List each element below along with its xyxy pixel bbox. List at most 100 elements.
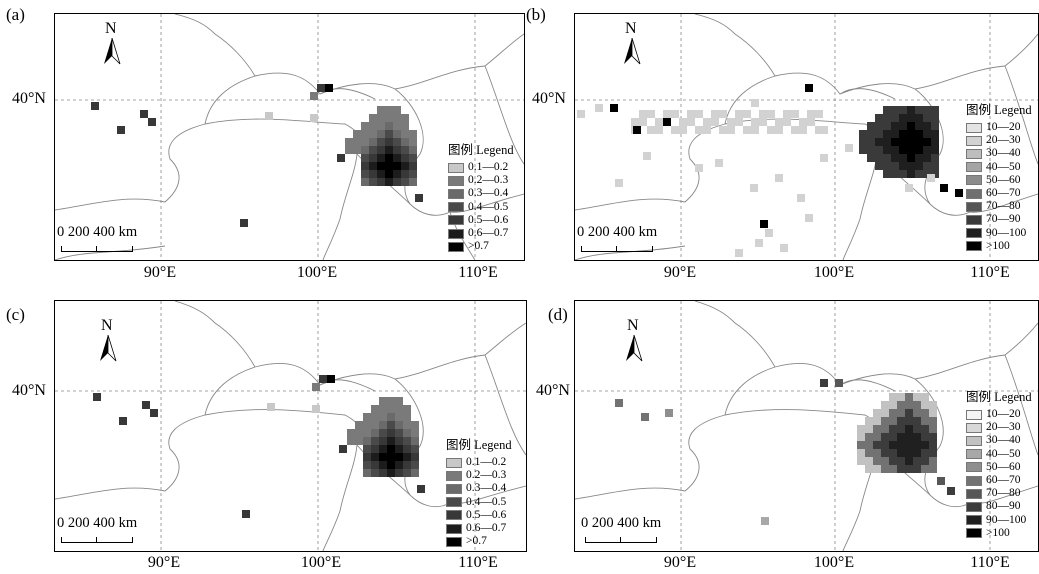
grid-cell bbox=[409, 178, 417, 186]
grid-cell bbox=[403, 453, 411, 461]
grid-cell bbox=[401, 122, 409, 130]
grid-cell bbox=[883, 170, 891, 178]
legend-label: 40—50 bbox=[986, 447, 1021, 460]
grid-cell bbox=[867, 122, 875, 130]
grid-cell bbox=[905, 409, 913, 417]
grid-cell bbox=[639, 110, 647, 118]
legend-item: 30—40 bbox=[966, 434, 1032, 447]
grid-cell bbox=[883, 162, 891, 170]
grid-cell bbox=[369, 170, 377, 178]
grid-cell bbox=[929, 433, 937, 441]
legend-swatch bbox=[448, 241, 464, 252]
legend-label: 0.6—0.7 bbox=[466, 522, 507, 535]
grid-cell bbox=[641, 413, 649, 421]
grid-cell bbox=[889, 417, 897, 425]
legend-item: 10—20 bbox=[966, 121, 1032, 134]
grid-cell bbox=[393, 122, 401, 130]
legend-item: 70—80 bbox=[966, 200, 1032, 213]
legend-swatch bbox=[966, 528, 982, 539]
grid-cell bbox=[905, 449, 913, 457]
grid-cell bbox=[915, 122, 923, 130]
grid-cell bbox=[363, 429, 371, 437]
grid-cell bbox=[881, 457, 889, 465]
grid-cell bbox=[921, 409, 929, 417]
grid-cell bbox=[361, 162, 369, 170]
grid-cell bbox=[913, 457, 921, 465]
grid-cell bbox=[883, 122, 891, 130]
grid-cell bbox=[897, 433, 905, 441]
lat-label: 40°N bbox=[12, 382, 46, 399]
grid-cell bbox=[361, 170, 369, 178]
grid-cell bbox=[921, 393, 929, 401]
grid-cell bbox=[695, 110, 703, 118]
grid-cell bbox=[403, 405, 411, 413]
grid-cell bbox=[379, 405, 387, 413]
legend-item: 10—20 bbox=[966, 408, 1032, 421]
grid-cell bbox=[921, 425, 929, 433]
grid-cell bbox=[907, 106, 915, 114]
grid-cell bbox=[411, 437, 419, 445]
grid-cell bbox=[899, 122, 907, 130]
grid-cell bbox=[931, 162, 939, 170]
legend-label: 70—80 bbox=[986, 200, 1021, 213]
grid-cell bbox=[369, 178, 377, 186]
map-canvas bbox=[575, 301, 1038, 551]
grid-cell bbox=[395, 413, 403, 421]
grid-cell bbox=[339, 445, 347, 453]
grid-cell bbox=[897, 449, 905, 457]
grid-cell bbox=[899, 146, 907, 154]
legend-label: 70—90 bbox=[986, 213, 1021, 226]
grid-cell bbox=[353, 138, 361, 146]
grid-cell bbox=[899, 106, 907, 114]
grid-cell bbox=[875, 122, 883, 130]
grid-cell bbox=[403, 437, 411, 445]
legend: 图例 Legend 10—20 20—30 30—40 40—50 50—60 60—70… bbox=[966, 391, 1032, 540]
legend-item: 0.2—0.3 bbox=[448, 174, 514, 187]
panel-label: (d) bbox=[548, 305, 568, 324]
scale-bar: 0 200 400 km bbox=[581, 515, 691, 549]
grid-cell bbox=[393, 170, 401, 178]
grid-cell bbox=[312, 383, 320, 391]
grid-cell bbox=[899, 170, 907, 178]
grid-cell bbox=[797, 194, 805, 202]
legend-label: 0.4—0.5 bbox=[468, 200, 509, 213]
grid-cell bbox=[799, 118, 807, 126]
grid-cell bbox=[379, 437, 387, 445]
grid-cell bbox=[799, 126, 807, 134]
grid-cell bbox=[889, 409, 897, 417]
grid-cell bbox=[865, 441, 873, 449]
grid-cell bbox=[393, 114, 401, 122]
grid-cell bbox=[931, 114, 939, 122]
legend-swatch bbox=[966, 122, 982, 133]
grid-cell bbox=[361, 130, 369, 138]
grid-cell bbox=[907, 130, 915, 138]
grid-cell bbox=[897, 425, 905, 433]
grid-cell bbox=[929, 425, 937, 433]
lat-label: 40°N bbox=[532, 90, 566, 107]
grid-cell bbox=[411, 461, 419, 469]
scale-text: 0 200 400 km bbox=[581, 515, 662, 531]
grid-cell bbox=[929, 417, 937, 425]
legend-item: 60—70 bbox=[966, 187, 1032, 200]
grid-cell bbox=[727, 118, 735, 126]
grid-cell bbox=[947, 487, 955, 495]
lon-label-1: 100°E bbox=[813, 264, 855, 281]
grid-cell bbox=[711, 110, 719, 118]
grid-cell bbox=[907, 122, 915, 130]
grid-cell bbox=[783, 110, 791, 118]
graticule bbox=[55, 14, 524, 260]
legend-item: 90—100 bbox=[966, 514, 1032, 527]
grid-cell bbox=[875, 146, 883, 154]
north-label: N bbox=[627, 317, 639, 334]
grid-cell bbox=[119, 417, 127, 425]
lon-label-2: 110°E bbox=[458, 264, 498, 281]
legend-item: 20—30 bbox=[966, 421, 1032, 434]
grid-cell bbox=[921, 433, 929, 441]
grid-cell bbox=[940, 184, 948, 192]
grid-cell bbox=[897, 401, 905, 409]
data-cells bbox=[615, 379, 955, 525]
grid-cell bbox=[865, 457, 873, 465]
grid-cell bbox=[337, 154, 345, 162]
grid-cell bbox=[409, 170, 417, 178]
grid-cell bbox=[907, 154, 915, 162]
